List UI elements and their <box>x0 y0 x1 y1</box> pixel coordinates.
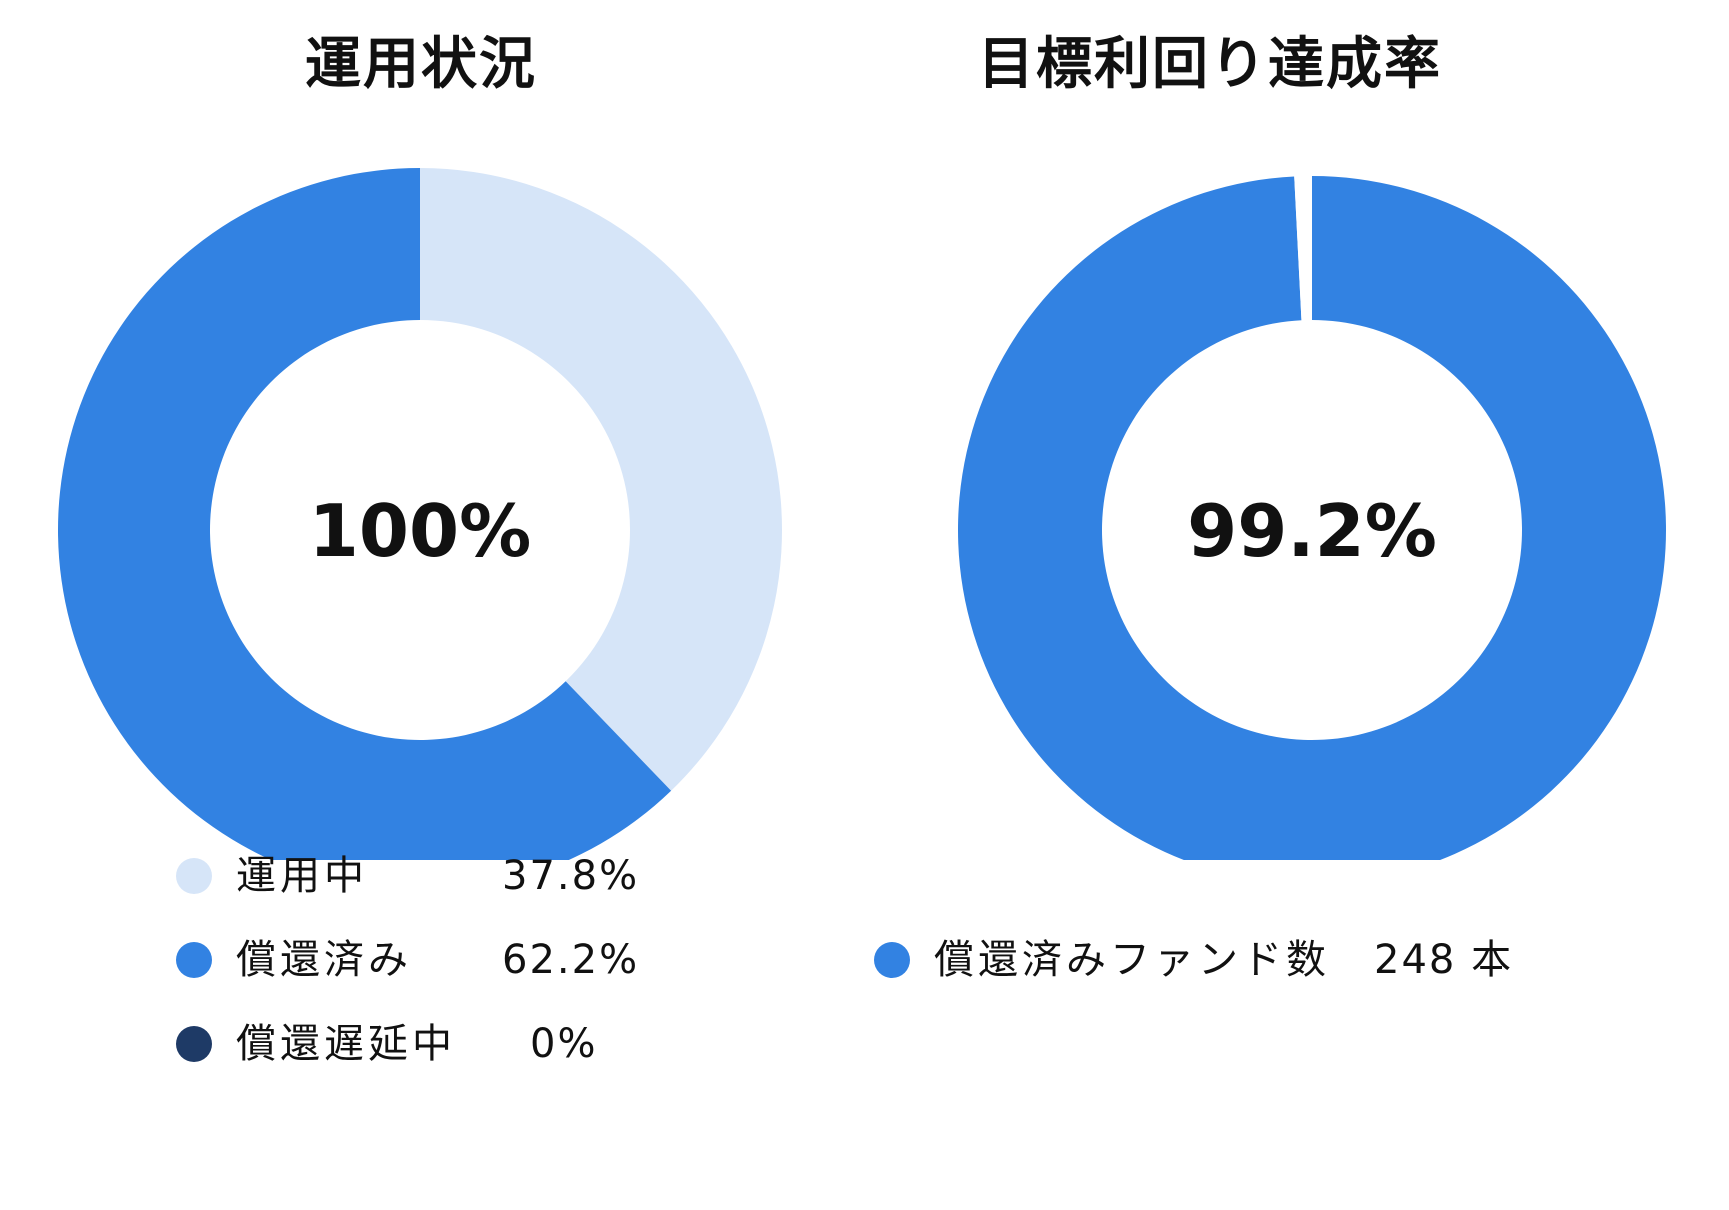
legend-label-redeemed-funds: 償還済みファンド数 <box>934 937 1330 983</box>
operation-status-donut: 100% <box>58 168 782 860</box>
target-yield-donut: 99.2% <box>958 176 1666 860</box>
operation-status-center-label: 100% <box>309 489 531 573</box>
target-yield-panel: 目標利回り達成率 99.2% 償還済みファンド数 248 本 <box>860 0 1729 1210</box>
target-yield-slice-1 <box>1294 176 1312 321</box>
operation-status-slice-1 <box>58 168 672 860</box>
target-yield-center-label: 99.2% <box>1187 489 1437 573</box>
legend-item-delayed: 償還遅延中 0% <box>176 1014 636 1074</box>
operation-status-title: 運用状況 <box>305 32 537 97</box>
legend-label-in-operation: 運用中 <box>236 853 368 899</box>
legend-value-redeemed: 62.2% <box>502 937 640 983</box>
legend-value-in-operation: 37.8% <box>502 853 640 899</box>
operation-status-slice-0 <box>420 168 782 791</box>
legend-label-delayed: 償還遅延中 <box>236 1021 456 1067</box>
legend-dot-redeemed <box>176 942 212 978</box>
legend-label-redeemed: 償還済み <box>236 937 412 983</box>
legend-dot-delayed <box>176 1026 212 1062</box>
legend-value-delayed: 0% <box>530 1021 598 1067</box>
legend-item-redeemed: 償還済み 62.2% <box>176 930 640 990</box>
operation-status-panel: 運用状況 100% 運用中 37.8% 償還済み 62.2% 償還遅延中 0% <box>0 0 860 1210</box>
target-yield-title: 目標利回り達成率 <box>978 32 1442 97</box>
target-yield-slice-0 <box>958 176 1666 860</box>
legend-dot-redeemed-funds <box>874 942 910 978</box>
legend-item-in-operation: 運用中 37.8% <box>176 846 640 906</box>
legend-item-redeemed-funds: 償還済みファンド数 248 本 <box>874 930 1694 990</box>
legend-dot-in-operation <box>176 858 212 894</box>
legend-value-redeemed-funds: 248 本 <box>1374 937 1514 983</box>
